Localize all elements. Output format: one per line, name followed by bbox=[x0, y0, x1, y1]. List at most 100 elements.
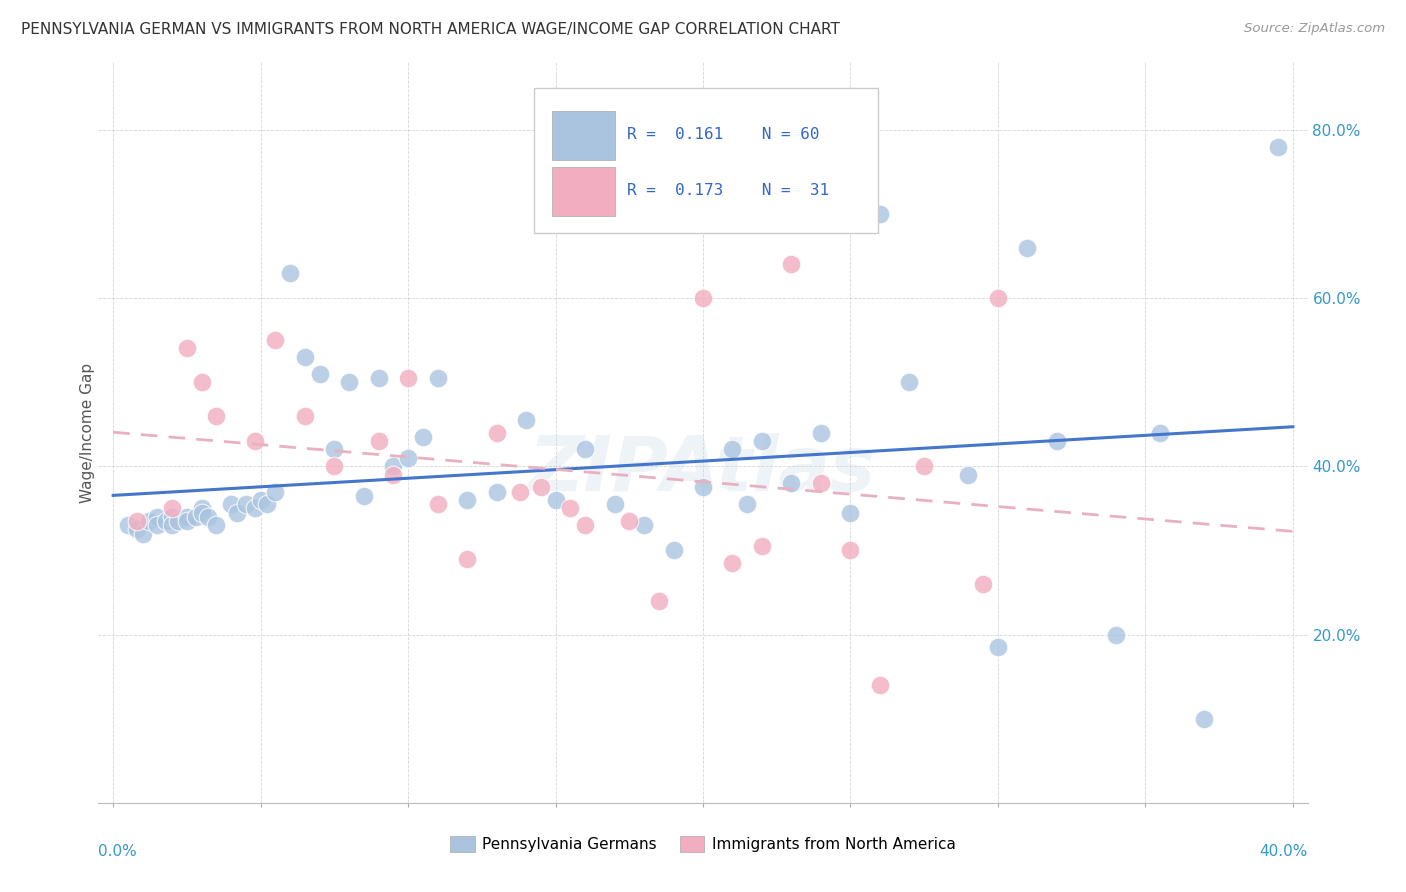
Point bbox=[721, 442, 744, 457]
Point bbox=[987, 640, 1010, 655]
Point bbox=[751, 434, 773, 448]
Point bbox=[692, 480, 714, 494]
Point bbox=[692, 291, 714, 305]
Point bbox=[117, 518, 139, 533]
FancyBboxPatch shape bbox=[551, 112, 614, 161]
Point bbox=[323, 442, 346, 457]
Point bbox=[160, 509, 183, 524]
Point bbox=[1046, 434, 1069, 448]
Point bbox=[176, 509, 198, 524]
FancyBboxPatch shape bbox=[534, 88, 879, 233]
Point bbox=[839, 543, 862, 558]
Point bbox=[382, 467, 405, 482]
Point bbox=[160, 501, 183, 516]
Point bbox=[190, 506, 212, 520]
Point bbox=[412, 430, 434, 444]
Point bbox=[456, 551, 478, 566]
Point bbox=[243, 501, 266, 516]
Point bbox=[1149, 425, 1171, 440]
Point bbox=[249, 492, 271, 507]
Text: ZIPAtlas: ZIPAtlas bbox=[529, 433, 877, 507]
Point bbox=[256, 497, 278, 511]
Point bbox=[146, 518, 169, 533]
Point bbox=[382, 459, 405, 474]
Point bbox=[167, 514, 190, 528]
Point bbox=[190, 375, 212, 389]
Text: 0.0%: 0.0% bbox=[98, 844, 138, 858]
Point bbox=[869, 207, 891, 221]
Point bbox=[987, 291, 1010, 305]
Point bbox=[205, 409, 228, 423]
Point bbox=[226, 506, 249, 520]
Point bbox=[560, 501, 582, 516]
Point bbox=[869, 678, 891, 692]
Text: R =  0.173    N =  31: R = 0.173 N = 31 bbox=[627, 183, 830, 198]
Point bbox=[294, 350, 316, 364]
Point bbox=[515, 413, 537, 427]
Point bbox=[426, 497, 449, 511]
Y-axis label: Wage/Income Gap: Wage/Income Gap bbox=[80, 362, 94, 503]
Point bbox=[603, 497, 626, 511]
Text: R =  0.161    N = 60: R = 0.161 N = 60 bbox=[627, 127, 820, 142]
Point bbox=[485, 425, 508, 440]
Text: 40.0%: 40.0% bbox=[1260, 844, 1308, 858]
Point bbox=[957, 467, 980, 482]
Point bbox=[810, 425, 832, 440]
Point bbox=[780, 476, 803, 491]
Point bbox=[530, 480, 553, 494]
Point bbox=[337, 375, 360, 389]
Point bbox=[1267, 139, 1289, 153]
Point bbox=[780, 257, 803, 271]
Point bbox=[125, 522, 148, 536]
Point bbox=[146, 509, 169, 524]
Point bbox=[574, 442, 596, 457]
Point bbox=[1194, 712, 1216, 726]
Point bbox=[912, 459, 935, 474]
Point bbox=[243, 434, 266, 448]
Point bbox=[264, 484, 287, 499]
Point bbox=[509, 484, 531, 499]
Point bbox=[396, 450, 419, 465]
Point bbox=[898, 375, 921, 389]
Point bbox=[574, 518, 596, 533]
Point bbox=[426, 371, 449, 385]
Point bbox=[633, 518, 655, 533]
Legend: Pennsylvania Germans, Immigrants from North America: Pennsylvania Germans, Immigrants from No… bbox=[444, 830, 962, 858]
Point bbox=[353, 489, 375, 503]
Point bbox=[323, 459, 346, 474]
Point bbox=[125, 514, 148, 528]
Point bbox=[176, 342, 198, 356]
Point bbox=[839, 506, 862, 520]
Point bbox=[184, 509, 207, 524]
Point bbox=[810, 476, 832, 491]
Point bbox=[367, 434, 389, 448]
Point bbox=[219, 497, 242, 511]
Point bbox=[278, 266, 301, 280]
FancyBboxPatch shape bbox=[551, 167, 614, 216]
Point bbox=[264, 333, 287, 347]
Point bbox=[160, 518, 183, 533]
Point bbox=[721, 556, 744, 570]
Point bbox=[972, 577, 994, 591]
Point bbox=[648, 594, 671, 608]
Point bbox=[205, 518, 228, 533]
Point bbox=[1105, 627, 1128, 641]
Point bbox=[485, 484, 508, 499]
Point bbox=[176, 514, 198, 528]
Point bbox=[131, 526, 153, 541]
Text: Source: ZipAtlas.com: Source: ZipAtlas.com bbox=[1244, 22, 1385, 36]
Text: PENNSYLVANIA GERMAN VS IMMIGRANTS FROM NORTH AMERICA WAGE/INCOME GAP CORRELATION: PENNSYLVANIA GERMAN VS IMMIGRANTS FROM N… bbox=[21, 22, 839, 37]
Point bbox=[662, 543, 685, 558]
Point bbox=[544, 492, 567, 507]
Point bbox=[735, 497, 758, 511]
Point bbox=[367, 371, 389, 385]
Point bbox=[155, 514, 177, 528]
Point bbox=[235, 497, 257, 511]
Point bbox=[1017, 240, 1039, 255]
Point bbox=[751, 539, 773, 553]
Point bbox=[308, 367, 330, 381]
Point bbox=[396, 371, 419, 385]
Point bbox=[190, 501, 212, 516]
Point bbox=[138, 514, 160, 528]
Point bbox=[456, 492, 478, 507]
